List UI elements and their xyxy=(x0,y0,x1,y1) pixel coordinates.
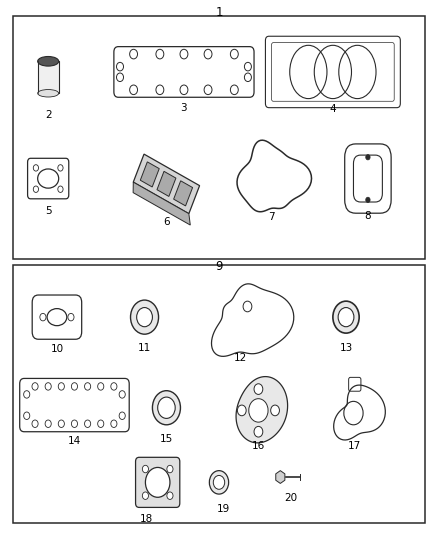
Text: 17: 17 xyxy=(348,441,361,451)
Polygon shape xyxy=(133,182,190,225)
Ellipse shape xyxy=(38,90,59,97)
Circle shape xyxy=(45,420,51,427)
Circle shape xyxy=(145,467,170,497)
FancyBboxPatch shape xyxy=(136,457,180,507)
Text: 18: 18 xyxy=(140,514,153,524)
Circle shape xyxy=(24,391,30,398)
Circle shape xyxy=(254,384,263,394)
Bar xyxy=(13,265,425,523)
Circle shape xyxy=(32,420,38,427)
Circle shape xyxy=(117,73,124,82)
Circle shape xyxy=(33,186,39,192)
Circle shape xyxy=(167,492,173,499)
Circle shape xyxy=(58,165,63,171)
Text: 20: 20 xyxy=(285,493,298,503)
Circle shape xyxy=(130,85,138,95)
Circle shape xyxy=(338,308,354,327)
Text: 13: 13 xyxy=(339,343,353,353)
Circle shape xyxy=(117,62,124,71)
Circle shape xyxy=(119,391,125,398)
Circle shape xyxy=(237,405,246,416)
Text: 6: 6 xyxy=(163,217,170,227)
Circle shape xyxy=(204,50,212,59)
Circle shape xyxy=(142,492,148,499)
Circle shape xyxy=(230,85,238,95)
Text: 8: 8 xyxy=(364,211,371,221)
Circle shape xyxy=(244,62,251,71)
Bar xyxy=(38,61,59,93)
Circle shape xyxy=(130,50,138,59)
Circle shape xyxy=(68,313,74,321)
Circle shape xyxy=(33,165,39,171)
Circle shape xyxy=(98,420,104,427)
Circle shape xyxy=(156,85,164,95)
Circle shape xyxy=(271,405,279,416)
Circle shape xyxy=(58,186,63,192)
Circle shape xyxy=(85,420,91,427)
Circle shape xyxy=(131,300,159,334)
Text: 11: 11 xyxy=(138,343,151,353)
Text: 9: 9 xyxy=(215,260,223,272)
Circle shape xyxy=(366,197,370,203)
Polygon shape xyxy=(173,181,193,206)
Circle shape xyxy=(180,85,188,95)
Text: 14: 14 xyxy=(68,436,81,446)
Text: 19: 19 xyxy=(217,504,230,514)
Circle shape xyxy=(244,73,251,82)
Circle shape xyxy=(40,313,46,321)
Circle shape xyxy=(24,412,30,419)
Circle shape xyxy=(156,50,164,59)
Circle shape xyxy=(71,420,78,427)
Circle shape xyxy=(249,399,268,422)
Circle shape xyxy=(32,383,38,390)
Text: 1: 1 xyxy=(215,6,223,19)
Polygon shape xyxy=(236,377,288,443)
Ellipse shape xyxy=(38,56,59,66)
Circle shape xyxy=(158,397,175,418)
Text: 4: 4 xyxy=(329,104,336,114)
Text: 12: 12 xyxy=(234,353,247,363)
Circle shape xyxy=(58,420,64,427)
Circle shape xyxy=(333,301,359,333)
Circle shape xyxy=(85,383,91,390)
Circle shape xyxy=(209,471,229,494)
Text: 2: 2 xyxy=(45,110,52,120)
Circle shape xyxy=(230,50,238,59)
Circle shape xyxy=(254,426,263,437)
Circle shape xyxy=(366,155,370,160)
Circle shape xyxy=(167,465,173,473)
Circle shape xyxy=(45,383,51,390)
Polygon shape xyxy=(157,171,176,197)
Text: 16: 16 xyxy=(252,441,265,451)
Circle shape xyxy=(213,475,225,489)
Circle shape xyxy=(204,85,212,95)
Circle shape xyxy=(111,383,117,390)
Text: 10: 10 xyxy=(50,344,64,354)
Text: 15: 15 xyxy=(160,434,173,445)
Circle shape xyxy=(137,308,152,327)
Polygon shape xyxy=(133,154,200,214)
Text: 7: 7 xyxy=(268,212,275,222)
Polygon shape xyxy=(276,471,285,483)
Circle shape xyxy=(111,420,117,427)
Circle shape xyxy=(119,412,125,419)
Polygon shape xyxy=(140,162,159,187)
Circle shape xyxy=(58,383,64,390)
Text: 3: 3 xyxy=(180,103,187,113)
Circle shape xyxy=(71,383,78,390)
Text: 5: 5 xyxy=(45,206,52,216)
Circle shape xyxy=(98,383,104,390)
Circle shape xyxy=(152,391,180,425)
Circle shape xyxy=(180,50,188,59)
Circle shape xyxy=(142,465,148,473)
Bar xyxy=(13,16,425,259)
